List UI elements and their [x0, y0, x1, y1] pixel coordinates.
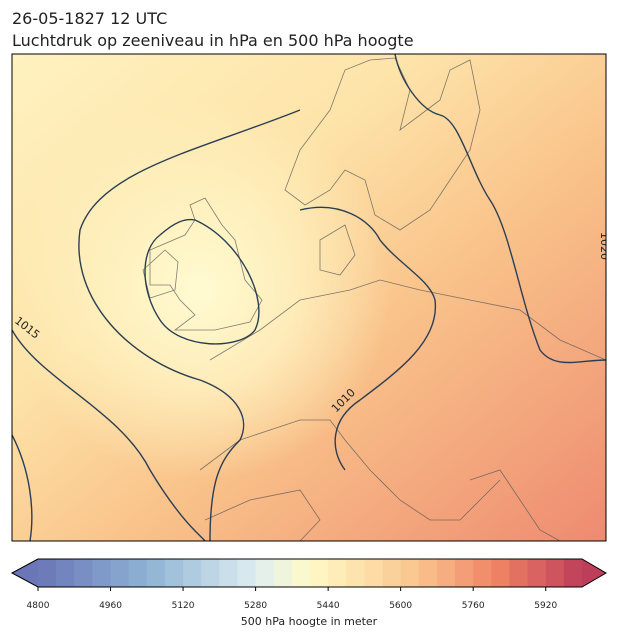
colorbar-segment: [400, 559, 420, 587]
colorbar-tick-label: 5120: [172, 601, 195, 611]
colorbar-segment: [509, 559, 529, 587]
date-title: 26-05-1827 12 UTC: [12, 9, 167, 28]
colorbar-segment: [219, 559, 238, 587]
colorbar-segment: [473, 559, 492, 587]
colorbar-segment: [164, 559, 184, 587]
colorbar-segment: [455, 559, 474, 587]
map-frame: [11, 53, 607, 542]
colorbar-segment: [436, 559, 456, 587]
colorbar-segment: [273, 559, 293, 587]
colorbar-segment: [291, 559, 311, 587]
colorbar-tick-label: 5760: [462, 601, 485, 611]
colorbar-outline: [10, 558, 607, 588]
colorbar-segment: [418, 559, 438, 587]
colorbar-tick-label: 5920: [534, 601, 557, 611]
colorbar-segment: [491, 559, 510, 587]
colorbar-segment: [201, 559, 220, 587]
colorbar-segment: [146, 559, 166, 587]
subtitle: Luchtdruk op zeeniveau in hPa en 500 hPa…: [12, 31, 414, 50]
colorbar-segment: [92, 559, 112, 587]
colorbar-extend-low: [12, 559, 38, 587]
colorbar-tick-label: 5440: [317, 601, 340, 611]
colorbar-segment: [128, 559, 148, 587]
colorbar-segment: [527, 559, 547, 587]
map: 1015 1010 1020: [12, 54, 611, 541]
colorbar-tick-label: 4960: [99, 601, 122, 611]
colorbar-label: 500 hPa hoogte in meter: [241, 615, 378, 628]
colorbar-segment: [545, 559, 565, 587]
colorbar-segment: [237, 559, 257, 587]
colorbar-segment: [56, 559, 75, 587]
colorbar-segment: [382, 559, 402, 587]
colorbar-segment: [310, 559, 329, 587]
colorbar-extend-high: [582, 559, 606, 587]
colorbar-segment: [110, 559, 130, 587]
colorbar-segment: [74, 559, 93, 587]
colorbar-segment: [563, 559, 583, 587]
colorbar-segment: [38, 559, 57, 587]
colorbar-segment: [328, 559, 347, 587]
colorbar-segment: [183, 559, 202, 587]
colorbar: 4800 4960 5120 5280 5440 5600 5760 5920: [10, 558, 607, 611]
colorbar-tick-label: 4800: [27, 601, 50, 611]
colorbar-tick-label: 5600: [389, 601, 412, 611]
colorbar-tick-label: 5280: [244, 601, 267, 611]
colorbar-segment: [364, 559, 384, 587]
contour-label: 1020: [598, 232, 611, 260]
colorbar-segment: [346, 559, 365, 587]
colorbar-segment: [255, 559, 275, 587]
